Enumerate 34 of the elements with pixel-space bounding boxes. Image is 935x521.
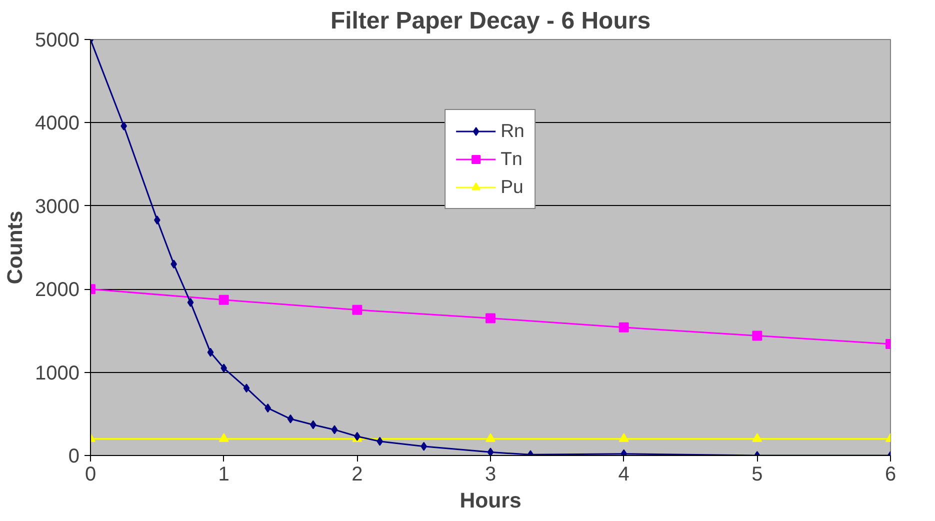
x-tick-label: 5 xyxy=(752,464,763,486)
point xyxy=(207,348,214,357)
point xyxy=(331,425,338,434)
point xyxy=(187,298,194,307)
y-tick-label: 5000 xyxy=(35,30,80,52)
chart-title: Filter Paper Decay - 6 Hours xyxy=(330,8,651,34)
point xyxy=(352,304,362,315)
point xyxy=(218,294,229,305)
x-tick-label: 4 xyxy=(618,464,630,486)
y-tick-label: 0 xyxy=(68,446,80,468)
point xyxy=(218,433,229,442)
x-tick-label: 0 xyxy=(84,464,96,486)
x-tick-label: 3 xyxy=(484,464,496,486)
y-axis-title: Counts xyxy=(3,210,28,284)
point xyxy=(618,433,629,442)
point xyxy=(487,448,494,456)
point xyxy=(243,384,250,393)
point xyxy=(618,322,629,332)
y-tick-label: 2000 xyxy=(35,279,80,302)
y-tick-label: 3000 xyxy=(35,196,80,218)
point xyxy=(752,330,762,341)
x-tick-label: 1 xyxy=(218,464,230,486)
x-axis-title: Hours xyxy=(460,488,522,512)
point xyxy=(287,414,294,424)
y-tick-label: 4000 xyxy=(35,112,80,135)
legend-label: Pu xyxy=(500,176,524,198)
point xyxy=(486,433,496,442)
x-tick-label: 6 xyxy=(884,464,896,486)
x-tick-label: 2 xyxy=(352,464,363,486)
y-tick-label: 1000 xyxy=(35,362,80,384)
legend-label: Tn xyxy=(500,148,522,170)
point xyxy=(752,433,762,442)
point xyxy=(486,313,496,324)
legend-label: Rn xyxy=(500,120,524,142)
